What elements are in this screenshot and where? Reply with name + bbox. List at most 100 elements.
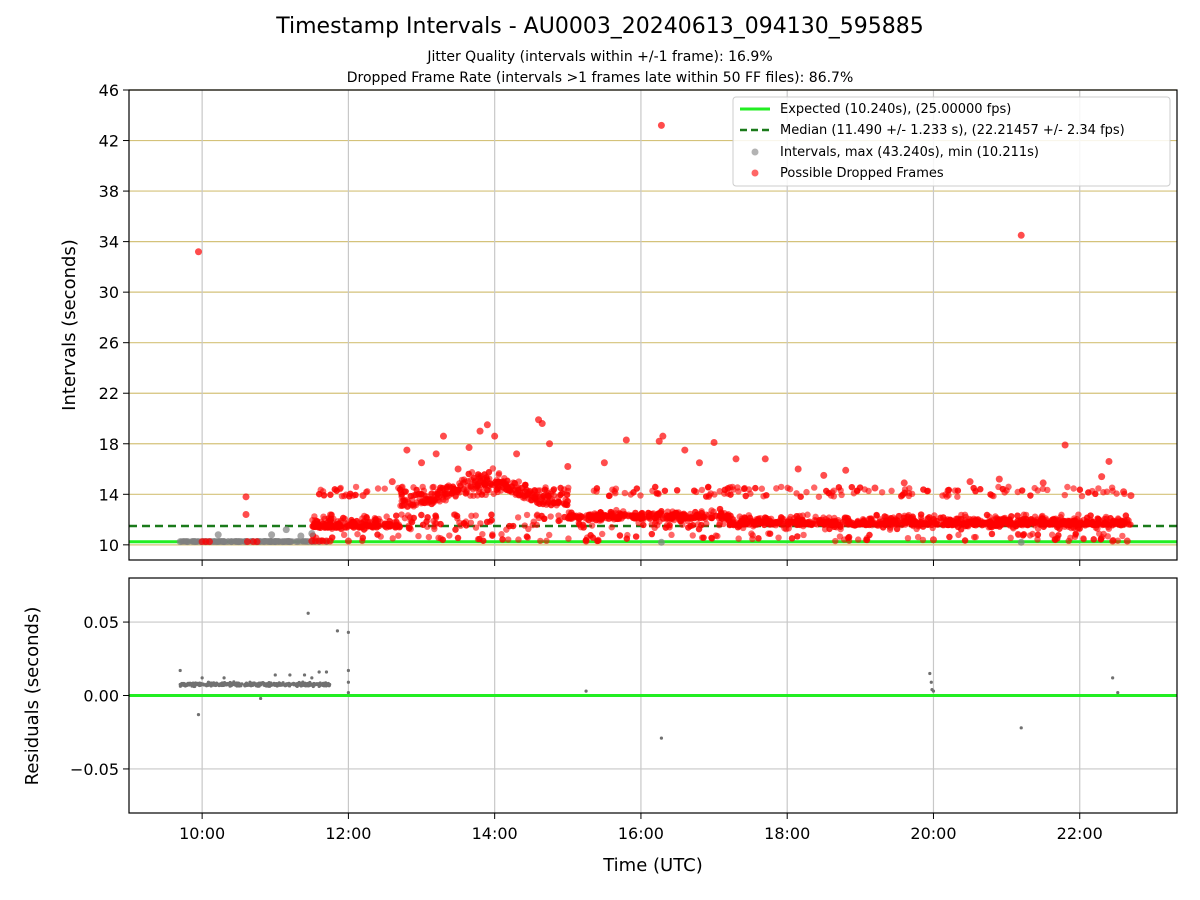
top-dropped-cloud-point [896, 519, 904, 526]
residual-point [931, 689, 936, 693]
top-grid [129, 89, 1177, 560]
top-dropped-cloud-point [651, 520, 659, 527]
bottom-x-tick-label-4: 18:00 [764, 824, 810, 843]
top-dropped-cloud-point [1072, 530, 1079, 537]
residual-band-point [186, 683, 190, 687]
interval-point [227, 538, 235, 546]
bottom-y-tick-label-0: 0.05 [83, 613, 119, 632]
top-dropped-cloud-point [506, 487, 514, 494]
top-dropped-cloud-point [463, 522, 470, 529]
top-dropped-cloud-point [1126, 521, 1133, 528]
top-dropped-cloud-point [546, 531, 553, 539]
residual-point [288, 673, 292, 677]
top-dropped-cloud-point [547, 513, 554, 520]
top-dropped-cloud-point [428, 490, 435, 497]
bottom-x-tick-label-6: 22:00 [1057, 824, 1103, 843]
top-dropped-cloud-point [919, 536, 927, 544]
dropped-frame-point [944, 487, 952, 495]
top-dropped-cloud-point [758, 485, 766, 492]
residual-point [346, 668, 350, 673]
top-dropped-cloud-point [555, 517, 562, 525]
top-dropped-cloud-point [655, 510, 662, 517]
top-dropped-cloud-point [531, 487, 538, 494]
top-dropped-cloud-point [514, 514, 522, 521]
top-dropped-cloud-point [315, 490, 323, 498]
residual-point [259, 696, 263, 701]
top-y-tick-label-1: 14 [99, 485, 119, 504]
top-dropped-cloud-point [472, 524, 480, 531]
top-dropped-cloud-point [393, 512, 400, 519]
top-dropped-cloud-point [1014, 512, 1021, 519]
top-y-tick-label-7: 38 [99, 182, 119, 201]
residual-band-point [182, 682, 186, 687]
top-dropped-cloud-point [1056, 525, 1063, 532]
residual-band-point [289, 682, 294, 686]
top-dropped-cloud-point [946, 533, 953, 541]
top-dropped-cloud-point [832, 537, 839, 545]
interval-point [268, 531, 276, 539]
top-dropped-cloud-point [689, 532, 696, 539]
bottom-x-tick-label-5: 20:00 [910, 824, 956, 843]
top-dropped-cloud-point [787, 513, 794, 521]
top-dropped-cloud-point [902, 519, 909, 527]
top-dropped-cloud-point [866, 515, 873, 522]
legend: Expected (10.240s), (25.00000 fps) Media… [732, 96, 1171, 187]
residual-band-point [311, 684, 315, 689]
dropped-frame-point [871, 484, 879, 492]
residual-point [335, 629, 340, 633]
top-dropped-cloud-point [404, 503, 412, 510]
interval-point [191, 538, 199, 546]
dropped-frame-point [403, 446, 411, 454]
residual-band-point [206, 683, 210, 687]
top-dropped-cloud-point [632, 509, 639, 517]
residual-band-point [233, 681, 237, 686]
dropped-frame-point [465, 444, 473, 452]
top-dropped-cloud-point [476, 535, 483, 543]
top-dropped-cloud-point [594, 537, 601, 545]
top-dropped-cloud-point [716, 488, 723, 495]
residual-band-point [266, 684, 270, 688]
top-dropped-cloud-point [418, 491, 425, 498]
top-y-tick-label-6: 34 [99, 233, 119, 252]
top-dropped-cloud-point [359, 534, 367, 542]
residual-band-point [285, 682, 290, 686]
top-dropped-cloud-point [882, 521, 889, 529]
interval-point [214, 531, 222, 539]
top-dropped-cloud-point [537, 537, 544, 545]
dropped-frame-point [326, 537, 334, 545]
top-dropped-cloud-point [652, 483, 659, 491]
residual-band-point [308, 680, 312, 685]
interval-point [279, 538, 287, 546]
top-dropped-cloud-point [745, 486, 753, 493]
top-dropped-cloud-point [708, 534, 715, 542]
top-dropped-cloud-point [585, 516, 592, 524]
top-dropped-cloud-point [793, 512, 800, 520]
interval-point [235, 538, 243, 546]
top-dropped-cloud-point [726, 518, 733, 525]
interval-point [293, 538, 301, 546]
residual-point [346, 630, 350, 634]
top-dropped-cloud-point [912, 518, 919, 525]
top-dropped-cloud-point [495, 470, 503, 477]
top-dropped-cloud-point [1061, 491, 1068, 499]
top-dropped-cloud-point [407, 492, 414, 500]
top-dropped-cloud-point [685, 524, 692, 531]
top-dropped-cloud-point [550, 492, 558, 499]
top-dropped-cloud-point [1064, 483, 1071, 491]
top-dropped-cloud-point [430, 483, 437, 491]
top-dropped-cloud-point [327, 491, 334, 498]
top-dropped-cloud-point [396, 486, 404, 493]
residual-band-point [243, 684, 247, 688]
top-dropped-cloud-point [498, 479, 506, 486]
bottom-plot-frame [128, 577, 1178, 814]
top-dropped-cloud-point [893, 525, 901, 533]
top-dropped-cloud-point [835, 484, 843, 491]
top-dropped-cloud-point [372, 516, 379, 523]
top-dropped-cloud-point [1034, 487, 1041, 494]
dropped-frame-point [1039, 479, 1047, 487]
top-dropped-cloud-point [424, 514, 431, 521]
dropped-frame-point [732, 455, 740, 463]
top-dropped-cloud-point [698, 486, 706, 494]
top-dropped-cloud-point [881, 513, 888, 520]
top-dropped-cloud-point [454, 488, 461, 495]
